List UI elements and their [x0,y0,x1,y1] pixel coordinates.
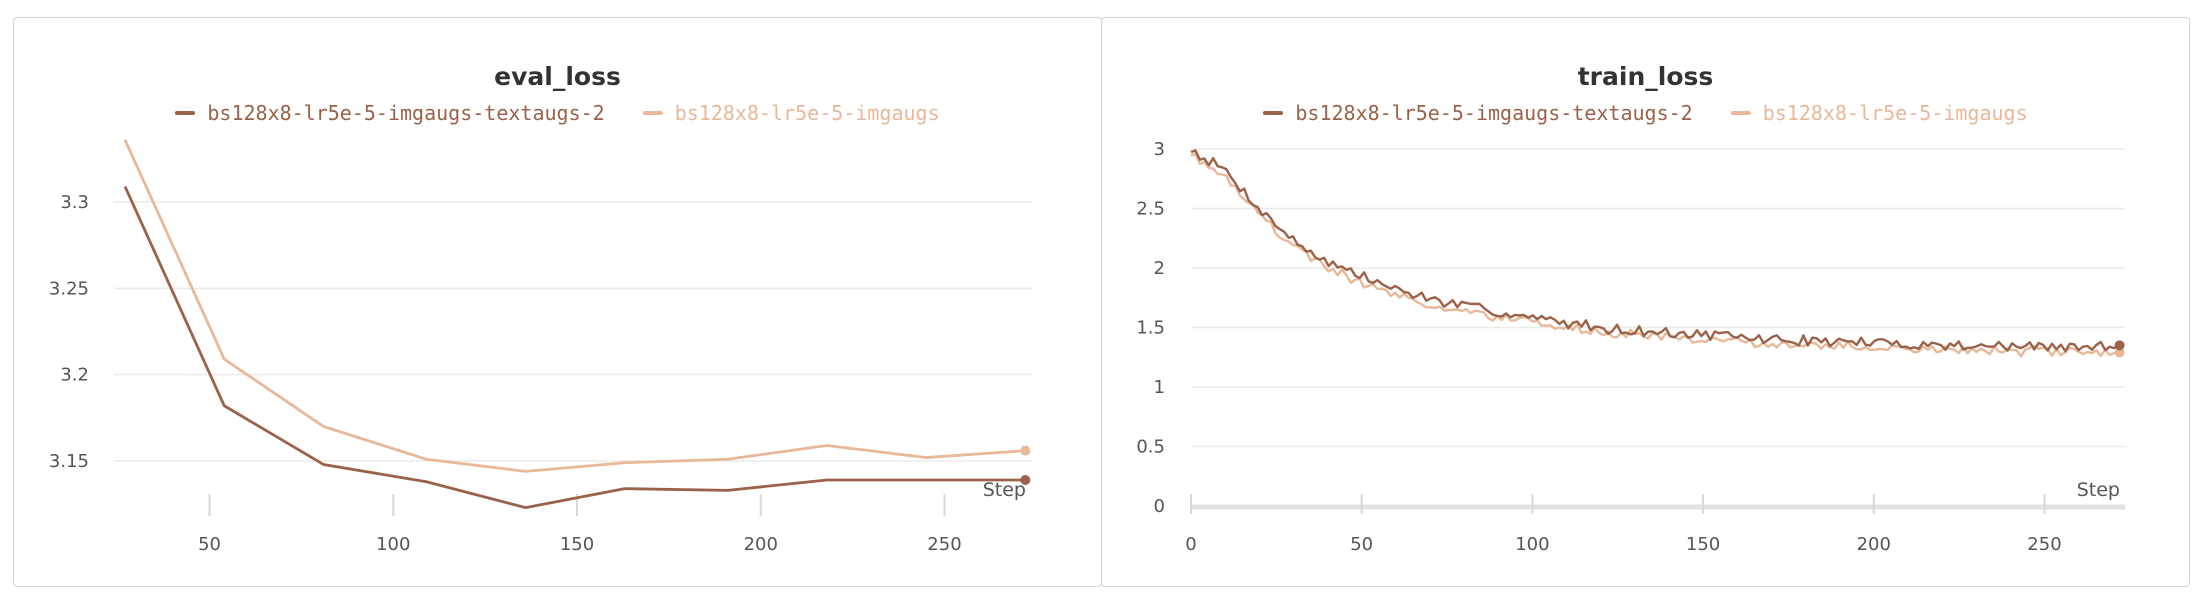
x-tick-label: 200 [1857,534,1891,555]
series-end-point-0[interactable] [2114,340,2125,351]
series-end-point-1[interactable] [2114,347,2125,358]
eval-loss-panel[interactable]: 3.15 3.2 3.25 3.3 50 100 150 200 250 Step eval_lo… [13,17,1102,587]
legend: bs128x8-lr5e-5-imgaugs-textaugs-2 bs128x… [1102,101,2189,125]
y-tick-label: 3.15 [49,451,89,472]
x-tick-label: 250 [927,534,961,555]
legend-label: bs128x8-lr5e-5-imgaugs-textaugs-2 [207,101,605,125]
legend-label: bs128x8-lr5e-5-imgaugs [1762,101,2028,125]
y-tick-label: 0.5 [1136,437,1165,458]
chart-title: eval_loss [494,62,621,91]
x-axis-label: Step [2077,479,2120,501]
y-tick-label: 3.25 [49,278,89,299]
y-tick-label: 3.3 [60,192,89,213]
y-tick-label: 0 [1154,496,1165,517]
grid [1191,148,2125,507]
legend-item-textaugs[interactable]: bs128x8-lr5e-5-imgaugs-textaugs-2 [1263,101,1693,125]
x-tick-label: 100 [1515,534,1549,555]
y-tick-label: 1.5 [1136,318,1165,339]
y-tick-label: 2.5 [1136,199,1165,220]
y-tick-label: 3.2 [60,365,89,386]
series-end-point-1[interactable] [1020,445,1031,456]
legend-item-imgaugs[interactable]: bs128x8-lr5e-5-imgaugs [642,101,940,125]
legend: bs128x8-lr5e-5-imgaugs-textaugs-2 bs128x… [14,101,1101,125]
x-tick-label: 150 [1686,534,1720,555]
legend-swatch [1730,111,1751,115]
series-line-1[interactable] [123,139,1026,473]
grid [114,201,1032,462]
legend-label: bs128x8-lr5e-5-imgaugs-textaugs-2 [1295,101,1693,125]
x-tick-label: 250 [2027,534,2061,555]
legend-item-imgaugs[interactable]: bs128x8-lr5e-5-imgaugs [1730,101,2028,125]
x-tick-label: 0 [1185,534,1196,555]
x-tick-label: 150 [560,534,594,555]
series-line-0[interactable] [123,185,1026,510]
legend-item-textaugs[interactable]: bs128x8-lr5e-5-imgaugs-textaugs-2 [175,101,605,125]
train-loss-chart[interactable]: 0 0.5 1 1.5 2 2.5 3 0 50 100 150 200 250 Step [1102,18,2191,588]
eval-loss-chart[interactable]: 3.15 3.2 3.25 3.3 50 100 150 200 250 Step [14,18,1103,588]
y-tick-label: 1 [1154,377,1165,398]
chart-title: train_loss [1577,62,1714,91]
series-line-1[interactable] [1190,152,2120,358]
series-line-0[interactable] [1190,149,2121,353]
legend-label: bs128x8-lr5e-5-imgaugs [674,101,940,125]
x-tick-label: 50 [198,534,221,555]
legend-swatch [1263,111,1284,115]
x-tick-label: 200 [744,534,778,555]
y-tick-label: 2 [1154,258,1165,279]
series-end-point-0[interactable] [1020,474,1031,485]
y-tick-label: 3 [1154,139,1165,160]
x-axis-label: Step [983,479,1026,501]
legend-swatch [642,111,663,115]
x-tick-label: 100 [376,534,410,555]
legend-swatch [175,111,196,115]
train-loss-panel[interactable]: 0 0.5 1 1.5 2 2.5 3 0 50 100 150 200 250 Step train_l… [1101,17,2190,587]
x-tick-label: 50 [1350,534,1373,555]
